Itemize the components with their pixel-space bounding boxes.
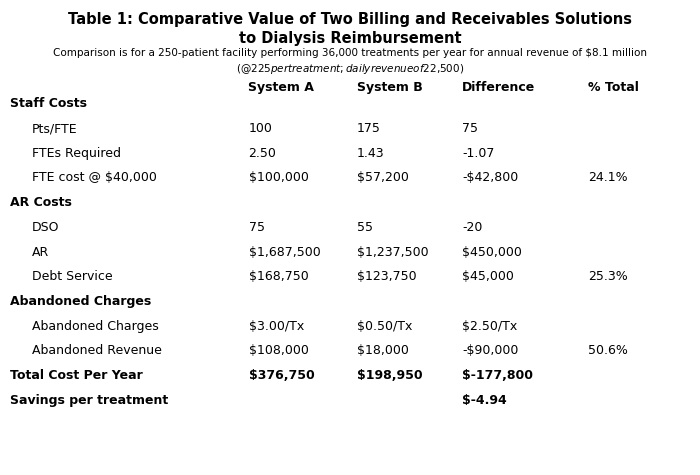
Text: $45,000: $45,000 — [462, 270, 514, 283]
Text: 75: 75 — [462, 122, 478, 135]
Text: AR: AR — [32, 246, 49, 258]
Text: Total Cost Per Year: Total Cost Per Year — [10, 369, 144, 382]
Text: $2.50/Tx: $2.50/Tx — [462, 320, 517, 332]
Text: $123,750: $123,750 — [357, 270, 416, 283]
Text: -20: -20 — [462, 221, 482, 234]
Text: Savings per treatment: Savings per treatment — [10, 394, 169, 407]
Text: 55: 55 — [357, 221, 373, 234]
Text: DSO: DSO — [32, 221, 59, 234]
Text: $376,750: $376,750 — [248, 369, 314, 382]
Text: $-177,800: $-177,800 — [462, 369, 533, 382]
Text: 50.6%: 50.6% — [588, 344, 628, 357]
Text: $3.00/Tx: $3.00/Tx — [248, 320, 304, 332]
Text: 1.43: 1.43 — [357, 147, 384, 160]
Text: AR Costs: AR Costs — [10, 196, 72, 209]
Text: -$90,000: -$90,000 — [462, 344, 519, 357]
Text: Difference: Difference — [462, 81, 536, 94]
Text: 75: 75 — [248, 221, 265, 234]
Text: 100: 100 — [248, 122, 272, 135]
Text: FTEs Required: FTEs Required — [32, 147, 120, 160]
Text: $18,000: $18,000 — [357, 344, 409, 357]
Text: -$42,800: -$42,800 — [462, 171, 518, 184]
Text: FTE cost @ $40,000: FTE cost @ $40,000 — [32, 171, 156, 184]
Text: 25.3%: 25.3% — [588, 270, 628, 283]
Text: $-4.94: $-4.94 — [462, 394, 507, 407]
Text: Abandoned Charges: Abandoned Charges — [32, 320, 158, 332]
Text: 24.1%: 24.1% — [588, 171, 628, 184]
Text: $57,200: $57,200 — [357, 171, 409, 184]
Text: $1,687,500: $1,687,500 — [248, 246, 321, 258]
Text: 175: 175 — [357, 122, 381, 135]
Text: to Dialysis Reimbursement: to Dialysis Reimbursement — [239, 31, 461, 46]
Text: Staff Costs: Staff Costs — [10, 97, 88, 110]
Text: % Total: % Total — [588, 81, 639, 94]
Text: Pts/FTE: Pts/FTE — [32, 122, 77, 135]
Text: Comparison is for a 250-patient facility performing 36,000 treatments per year f: Comparison is for a 250-patient facility… — [53, 48, 647, 58]
Text: Abandoned Revenue: Abandoned Revenue — [32, 344, 162, 357]
Text: Table 1: Comparative Value of Two Billing and Receivables Solutions: Table 1: Comparative Value of Two Billin… — [68, 12, 632, 27]
Text: $198,950: $198,950 — [357, 369, 423, 382]
Text: $1,237,500: $1,237,500 — [357, 246, 428, 258]
Text: (@$225 per treatment; daily revenue of $22,500): (@$225 per treatment; daily revenue of $… — [236, 62, 464, 76]
Text: -1.07: -1.07 — [462, 147, 494, 160]
Text: $0.50/Tx: $0.50/Tx — [357, 320, 412, 332]
Text: $100,000: $100,000 — [248, 171, 309, 184]
Text: $168,750: $168,750 — [248, 270, 308, 283]
Text: 2.50: 2.50 — [248, 147, 276, 160]
Text: System A: System A — [248, 81, 314, 94]
Text: $450,000: $450,000 — [462, 246, 522, 258]
Text: System B: System B — [357, 81, 423, 94]
Text: $108,000: $108,000 — [248, 344, 309, 357]
Text: Abandoned Charges: Abandoned Charges — [10, 295, 152, 308]
Text: Debt Service: Debt Service — [32, 270, 112, 283]
